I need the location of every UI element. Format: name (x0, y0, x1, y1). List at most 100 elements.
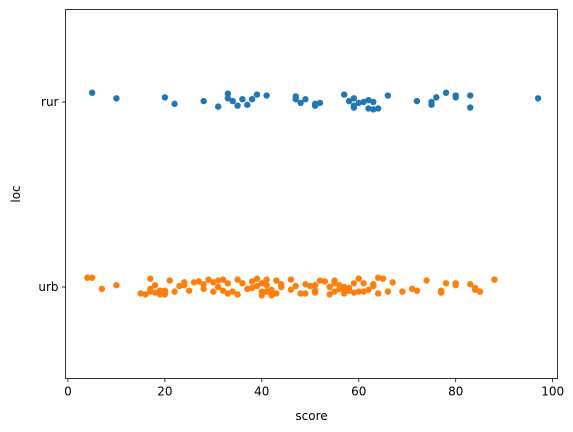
points-layer (84, 89, 542, 299)
point-urb (307, 282, 314, 290)
point-rur (311, 100, 319, 108)
point-rur (224, 95, 232, 102)
point-urb (316, 277, 324, 284)
point-urb (176, 282, 183, 290)
point-urb (452, 281, 459, 289)
point-rur (370, 106, 377, 113)
point-urb (224, 280, 232, 287)
point-rur (316, 99, 324, 107)
point-urb (326, 283, 333, 291)
x-tick-label: 100 (541, 385, 564, 399)
point-urb (408, 285, 416, 293)
point-urb (374, 290, 382, 297)
point-rur (253, 91, 261, 98)
point-rur (345, 97, 353, 105)
point-urb (389, 279, 396, 286)
point-rur (467, 92, 474, 99)
point-urb (302, 290, 309, 297)
point-urb (88, 274, 96, 281)
point-urb (273, 277, 280, 284)
point-urb (224, 290, 232, 297)
plot-frame (65, 9, 558, 379)
point-urb (491, 276, 498, 283)
point-rur (161, 94, 169, 101)
point-urb (370, 281, 377, 288)
point-urb (210, 279, 217, 286)
point-rur (244, 101, 251, 108)
point-rur (214, 103, 222, 110)
point-urb (268, 286, 275, 293)
point-urb (185, 287, 193, 294)
point-urb (360, 280, 367, 287)
point-rur (239, 96, 246, 103)
point-urb (195, 278, 202, 285)
point-rur (467, 104, 474, 111)
point-rur (452, 94, 459, 101)
point-rur (442, 89, 450, 96)
point-rur (384, 92, 392, 99)
point-urb (442, 280, 450, 287)
point-urb (98, 285, 106, 293)
point-urb (214, 283, 222, 291)
point-rur (341, 91, 348, 98)
point-urb (355, 275, 362, 282)
point-urb (137, 290, 144, 297)
point-urb (331, 280, 338, 287)
point-urb (253, 282, 261, 290)
point-rur (374, 105, 382, 112)
point-urb (229, 288, 236, 295)
point-rur (229, 97, 236, 105)
point-rur (113, 95, 120, 102)
point-urb (399, 288, 406, 295)
point-urb (253, 275, 261, 282)
y-tick-label-rur: rur (41, 95, 59, 109)
x-axis: 0 20 40 60 80 100 (64, 378, 564, 399)
point-urb (113, 281, 120, 289)
point-urb (219, 287, 227, 294)
point-urb (365, 286, 372, 293)
point-urb (156, 291, 164, 298)
point-urb (258, 280, 266, 287)
point-urb (413, 287, 421, 294)
point-rur (413, 97, 421, 105)
point-urb (171, 288, 178, 295)
point-urb (326, 291, 333, 298)
point-urb (341, 290, 348, 297)
point-rur (234, 102, 241, 109)
point-urb (190, 279, 198, 286)
x-tick-label: 80 (448, 385, 463, 399)
point-urb (151, 289, 159, 296)
point-urb (311, 289, 319, 296)
point-urb (423, 277, 430, 284)
point-urb (355, 288, 362, 295)
x-tick-label: 40 (254, 385, 269, 399)
point-urb (84, 274, 91, 281)
point-urb (210, 288, 217, 295)
point-urb (467, 281, 474, 288)
point-rur (428, 101, 435, 108)
point-urb (292, 282, 299, 290)
point-urb (476, 288, 484, 295)
point-urb (214, 277, 222, 284)
point-rur (365, 96, 372, 104)
point-rur (248, 96, 256, 103)
point-urb (200, 285, 207, 293)
y-tick-label-urb: urb (38, 280, 58, 294)
point-urb (350, 289, 358, 296)
point-urb (331, 288, 338, 295)
point-urb (181, 279, 188, 286)
point-urb (244, 285, 251, 293)
point-rur (365, 105, 372, 112)
point-urb (147, 285, 154, 293)
point-rur (171, 100, 178, 108)
point-urb (234, 291, 241, 298)
point-urb (239, 280, 246, 287)
point-urb (336, 285, 343, 293)
point-urb (321, 278, 329, 285)
point-rur (302, 96, 309, 103)
point-urb (297, 290, 304, 297)
x-tick-label: 20 (157, 385, 172, 399)
point-urb (234, 276, 241, 283)
point-urb (205, 276, 212, 283)
